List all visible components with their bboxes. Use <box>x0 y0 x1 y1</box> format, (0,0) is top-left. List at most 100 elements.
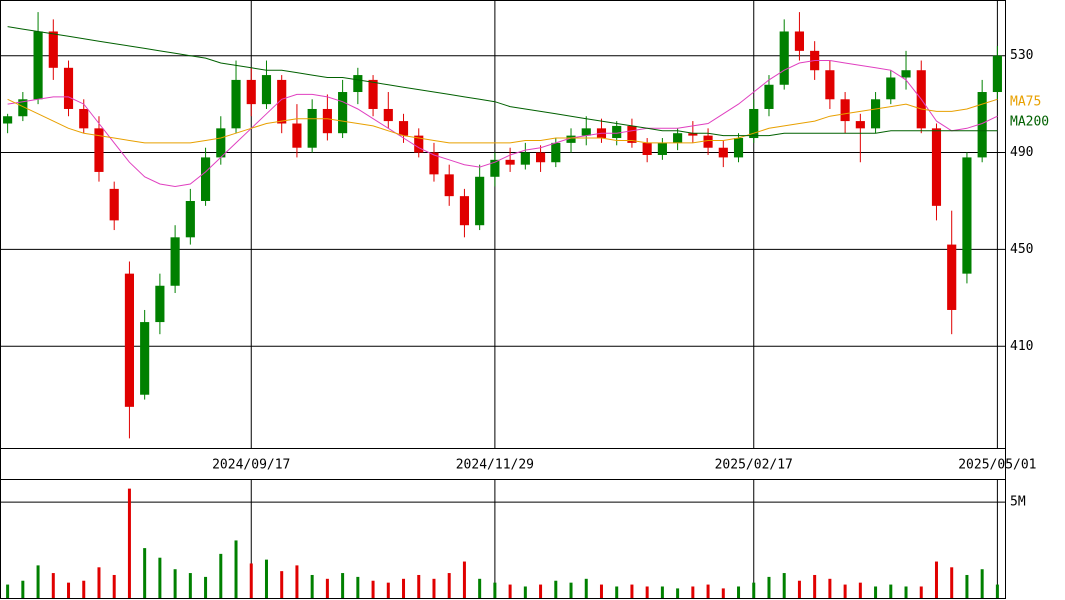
volume-bar <box>797 580 801 598</box>
volume-bar <box>280 571 284 598</box>
candle-body <box>962 157 972 274</box>
candle-body <box>825 70 835 100</box>
volume-bar <box>767 576 771 598</box>
volume-bar <box>234 540 238 598</box>
volume-bar <box>173 569 177 598</box>
volume-bar <box>691 586 695 598</box>
candle-body <box>338 92 348 134</box>
x-tick-label: 2025/02/17 <box>715 458 793 473</box>
volume-bar <box>539 584 543 598</box>
volume-bar <box>478 578 482 598</box>
volume-bar <box>325 578 329 598</box>
volume-bar <box>858 582 862 598</box>
volume-bar <box>462 561 466 598</box>
candle-body <box>764 84 774 109</box>
candle-body <box>627 125 637 143</box>
volume-bar <box>980 569 984 598</box>
candle-body <box>688 133 698 136</box>
volume-frame <box>0 479 1006 599</box>
candle-body <box>322 108 332 134</box>
candle-body <box>3 116 13 124</box>
volume-bar <box>599 584 603 598</box>
candle-body <box>124 273 134 407</box>
candle-body <box>63 67 74 109</box>
volume-bar <box>782 573 786 598</box>
x-tick-label: 2024/11/29 <box>456 458 534 473</box>
candle-body <box>459 196 469 226</box>
candle-body <box>581 128 591 136</box>
volume-bar <box>919 586 923 598</box>
volume-bar <box>97 567 101 598</box>
candle-body <box>353 75 363 93</box>
candle-body <box>703 135 713 148</box>
candle-body <box>490 159 500 177</box>
volume-bar <box>645 586 649 598</box>
volume-bar <box>523 586 527 598</box>
volume-bar <box>721 588 725 598</box>
x-tick-label: 2024/09/17 <box>212 458 290 473</box>
candle-body <box>246 79 256 105</box>
volume-bar <box>965 574 969 598</box>
candle-body <box>414 135 424 153</box>
volume-bar <box>874 586 878 598</box>
candle-body <box>612 125 622 139</box>
volume-bar <box>112 574 116 598</box>
candle-body <box>292 123 302 148</box>
candle-body <box>794 31 804 51</box>
candle-body <box>18 99 28 117</box>
candle-body <box>642 142 652 155</box>
volume-bar <box>127 488 131 598</box>
candle-body <box>201 157 211 201</box>
candle-body <box>475 176 485 226</box>
candle-body <box>261 75 272 105</box>
ma-line <box>7 98 998 144</box>
candle-body <box>140 322 150 395</box>
volume-bar <box>67 582 71 598</box>
candle-body <box>307 108 317 148</box>
candle-body <box>368 79 378 109</box>
legend-entry: MA200 <box>1010 115 1049 130</box>
candle-body <box>931 128 942 206</box>
volume-bar <box>402 578 406 598</box>
candle-body <box>536 152 546 163</box>
candle-body <box>947 244 957 310</box>
volume-bar <box>82 580 86 598</box>
candle-body <box>749 108 759 139</box>
candle-body <box>566 135 576 143</box>
candle-body <box>48 31 58 68</box>
candle-body <box>79 108 89 129</box>
candle-body <box>855 121 865 129</box>
volume-bar <box>36 565 40 598</box>
candle-body <box>733 138 744 158</box>
volume-bar <box>660 586 664 598</box>
candle-body <box>170 237 180 286</box>
candle-body <box>657 142 667 155</box>
volume-bar <box>51 573 55 598</box>
volume-bar <box>143 548 147 598</box>
volume-bar <box>493 582 497 598</box>
candle-body <box>551 142 561 163</box>
volume-bar <box>158 557 162 598</box>
price-frame <box>0 0 1006 449</box>
volume-bar <box>569 582 573 598</box>
candle-body <box>505 159 515 165</box>
candle-body <box>429 152 439 175</box>
candle-body <box>718 147 728 158</box>
ma-line <box>7 60 998 188</box>
volume-bar <box>950 567 954 598</box>
volume-bar <box>6 584 10 598</box>
candle-body <box>216 128 226 158</box>
candle-body <box>444 174 454 197</box>
volume-bar <box>706 584 710 598</box>
volume-bar <box>371 580 375 598</box>
volume-bar <box>752 582 756 598</box>
volume-bar <box>508 584 512 598</box>
candle-body <box>33 31 43 100</box>
volume-bar <box>447 573 451 598</box>
volume-bar <box>995 584 999 598</box>
volume-bar <box>934 561 938 598</box>
volume-bar <box>219 553 223 598</box>
candle-body <box>779 31 789 85</box>
